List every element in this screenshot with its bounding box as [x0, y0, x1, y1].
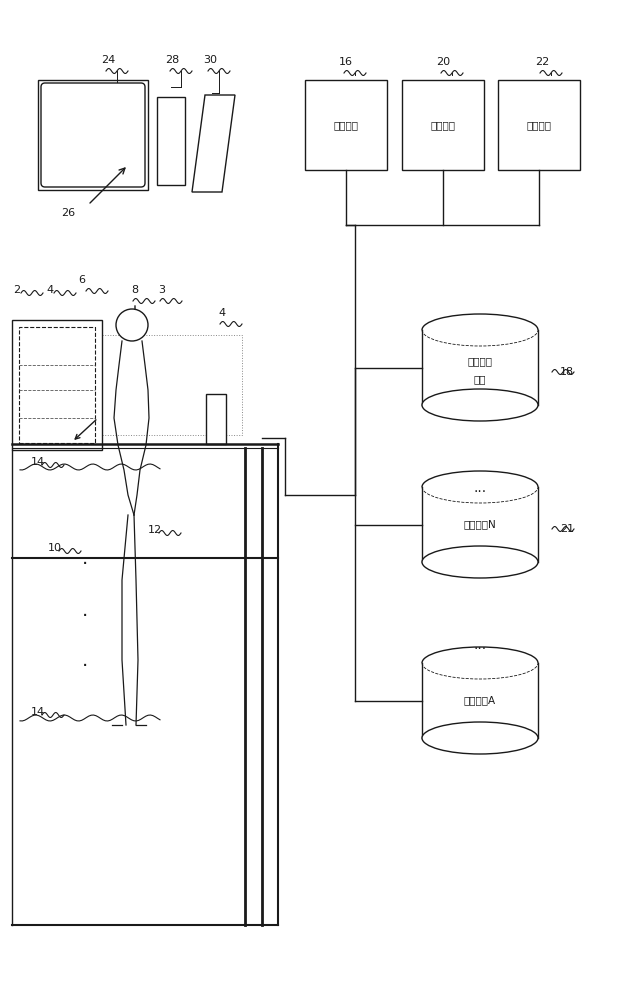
- Text: 6: 6: [78, 275, 85, 285]
- Text: 14: 14: [31, 457, 45, 467]
- Bar: [206, 394, 226, 444]
- Bar: [12, 335, 242, 435]
- Bar: [305, 80, 387, 170]
- Text: 21: 21: [560, 524, 574, 534]
- Circle shape: [116, 309, 148, 341]
- Text: 10: 10: [48, 543, 62, 553]
- Polygon shape: [422, 487, 538, 562]
- Text: 18: 18: [560, 367, 574, 377]
- Bar: [12, 320, 102, 450]
- Text: .: .: [82, 600, 88, 619]
- Bar: [498, 80, 580, 170]
- Text: 20: 20: [436, 57, 450, 67]
- Text: 12: 12: [148, 525, 162, 535]
- Ellipse shape: [422, 389, 538, 421]
- Text: 16: 16: [339, 57, 353, 67]
- Bar: [402, 80, 484, 170]
- Bar: [38, 80, 148, 190]
- Bar: [19, 327, 95, 443]
- Text: 2: 2: [13, 285, 20, 295]
- Text: 数据: 数据: [474, 374, 486, 384]
- Text: 虚拟框架A: 虚拟框架A: [464, 696, 496, 706]
- Ellipse shape: [422, 546, 538, 578]
- Polygon shape: [422, 663, 538, 738]
- Text: 28: 28: [165, 55, 179, 65]
- Text: 14: 14: [31, 707, 45, 717]
- Text: .: .: [82, 548, 88, 568]
- Text: 列表模式: 列表模式: [467, 357, 492, 366]
- Text: .: .: [82, 650, 88, 670]
- Text: 虚拟框架N: 虚拟框架N: [464, 520, 496, 530]
- Text: 重建单元: 重建单元: [527, 120, 552, 130]
- Text: 归类单元: 归类单元: [431, 120, 456, 130]
- Polygon shape: [192, 95, 235, 192]
- Text: 22: 22: [535, 57, 549, 67]
- Bar: [157, 97, 185, 185]
- Polygon shape: [422, 330, 538, 405]
- Text: 4: 4: [218, 308, 225, 318]
- FancyBboxPatch shape: [41, 83, 145, 187]
- Text: 8: 8: [132, 285, 139, 295]
- Text: 框架单元: 框架单元: [333, 120, 359, 130]
- Text: ...: ...: [474, 481, 487, 495]
- Ellipse shape: [422, 722, 538, 754]
- Text: 3: 3: [158, 285, 165, 295]
- Text: ...: ...: [474, 638, 487, 652]
- Text: 4: 4: [46, 285, 53, 295]
- Text: 24: 24: [101, 55, 115, 65]
- Text: 30: 30: [203, 55, 217, 65]
- Text: 26: 26: [61, 208, 75, 218]
